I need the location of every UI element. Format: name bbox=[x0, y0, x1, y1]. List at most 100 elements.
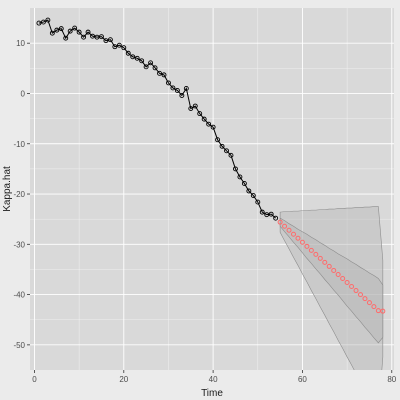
observed-point bbox=[85, 29, 91, 35]
observed-series bbox=[36, 17, 279, 221]
forecast-point bbox=[322, 259, 328, 265]
observed-point bbox=[259, 209, 265, 215]
forecast-point bbox=[358, 292, 364, 298]
grid-lines bbox=[30, 8, 394, 370]
observed-point bbox=[67, 28, 73, 34]
observed-point bbox=[36, 20, 42, 26]
x-tick-label: 40 bbox=[209, 375, 218, 384]
observed-point bbox=[152, 65, 158, 71]
observed-point bbox=[121, 45, 127, 51]
observed-point bbox=[192, 103, 198, 109]
observed-point bbox=[268, 211, 274, 217]
observed-point bbox=[58, 26, 64, 32]
y-tick-label: -40 bbox=[13, 291, 25, 300]
x-tick-label: 20 bbox=[119, 375, 128, 384]
observed-point bbox=[157, 70, 162, 76]
y-tick-label: -20 bbox=[13, 190, 25, 199]
forecast-point bbox=[344, 280, 350, 286]
forecast-point bbox=[282, 223, 288, 229]
forecast-point bbox=[277, 219, 283, 225]
observed-point bbox=[54, 27, 60, 33]
observed-line bbox=[38, 19, 276, 219]
observed-point bbox=[49, 30, 55, 36]
forecast-point bbox=[340, 275, 346, 281]
observed-point bbox=[210, 124, 216, 130]
x-tick-label: 60 bbox=[298, 375, 307, 384]
observed-point bbox=[76, 29, 82, 35]
y-tick-label: 0 bbox=[21, 89, 26, 98]
observed-point bbox=[264, 212, 270, 218]
y-tick-label: -50 bbox=[13, 341, 25, 350]
prediction-intervals bbox=[279, 206, 384, 370]
y-tick-label: 10 bbox=[16, 39, 25, 48]
forecast-point bbox=[308, 247, 314, 253]
forecast-point bbox=[304, 243, 310, 249]
observed-point bbox=[237, 174, 243, 180]
observed-point bbox=[166, 80, 171, 86]
observed-point bbox=[197, 111, 203, 117]
observed-point bbox=[201, 116, 207, 122]
y-axis: -50 -40 -30 -20 -10 0 10 bbox=[13, 39, 30, 350]
observed-point bbox=[94, 34, 100, 40]
forecast-point bbox=[371, 304, 377, 310]
observed-point bbox=[215, 137, 221, 143]
inner-interval-band bbox=[279, 217, 384, 344]
y-tick-label: -10 bbox=[13, 140, 25, 149]
forecast-point bbox=[349, 284, 355, 290]
observed-point bbox=[228, 152, 234, 158]
forecast-point bbox=[313, 251, 319, 257]
observed-point bbox=[90, 33, 95, 39]
observed-point bbox=[174, 88, 180, 93]
observed-point bbox=[45, 17, 51, 23]
observed-point bbox=[255, 199, 261, 205]
observed-point bbox=[273, 215, 279, 221]
observed-point bbox=[224, 148, 229, 154]
observed-point bbox=[116, 42, 122, 48]
observed-point bbox=[161, 72, 167, 78]
observed-point bbox=[139, 58, 145, 64]
forecast-point bbox=[375, 308, 381, 314]
observed-point bbox=[99, 34, 104, 40]
observed-point bbox=[188, 106, 194, 112]
forecast-point bbox=[286, 227, 292, 233]
observed-point bbox=[170, 85, 176, 91]
observed-point bbox=[241, 181, 247, 186]
forecast-point bbox=[331, 267, 337, 273]
observed-point bbox=[143, 64, 149, 70]
observed-point bbox=[112, 44, 118, 50]
observed-point bbox=[179, 93, 185, 98]
forecast-point bbox=[317, 255, 323, 261]
observed-point bbox=[130, 54, 136, 60]
observed-point bbox=[232, 166, 238, 172]
forecast-point bbox=[362, 296, 368, 302]
observed-point bbox=[219, 143, 225, 149]
forecast-series bbox=[277, 219, 386, 314]
observed-point bbox=[250, 193, 256, 198]
forecast-point bbox=[353, 288, 359, 294]
forecast-point bbox=[326, 263, 332, 269]
observed-point bbox=[40, 19, 46, 25]
forecast-point bbox=[366, 300, 372, 306]
observed-point bbox=[134, 55, 140, 61]
forecast-point bbox=[295, 235, 301, 241]
observed-point bbox=[81, 34, 87, 40]
observed-point bbox=[103, 38, 109, 44]
x-tick-label: 0 bbox=[32, 375, 37, 384]
observed-point bbox=[125, 50, 131, 56]
observed-point bbox=[183, 85, 189, 91]
forecast-point bbox=[299, 239, 305, 245]
forecast-point bbox=[291, 231, 297, 237]
y-tick-label: -30 bbox=[13, 240, 25, 249]
observed-point bbox=[107, 37, 113, 43]
x-axis: 0 20 40 60 80 bbox=[32, 370, 397, 384]
x-tick-label: 80 bbox=[387, 375, 396, 384]
observed-point bbox=[148, 60, 154, 66]
observed-point bbox=[246, 188, 252, 194]
observed-point bbox=[72, 25, 78, 31]
observed-point bbox=[206, 121, 212, 127]
y-axis-title: Kappa.hat bbox=[2, 166, 13, 212]
x-axis-title: Time bbox=[201, 388, 223, 399]
forecast-point bbox=[380, 308, 386, 314]
forecast-point bbox=[335, 271, 341, 277]
